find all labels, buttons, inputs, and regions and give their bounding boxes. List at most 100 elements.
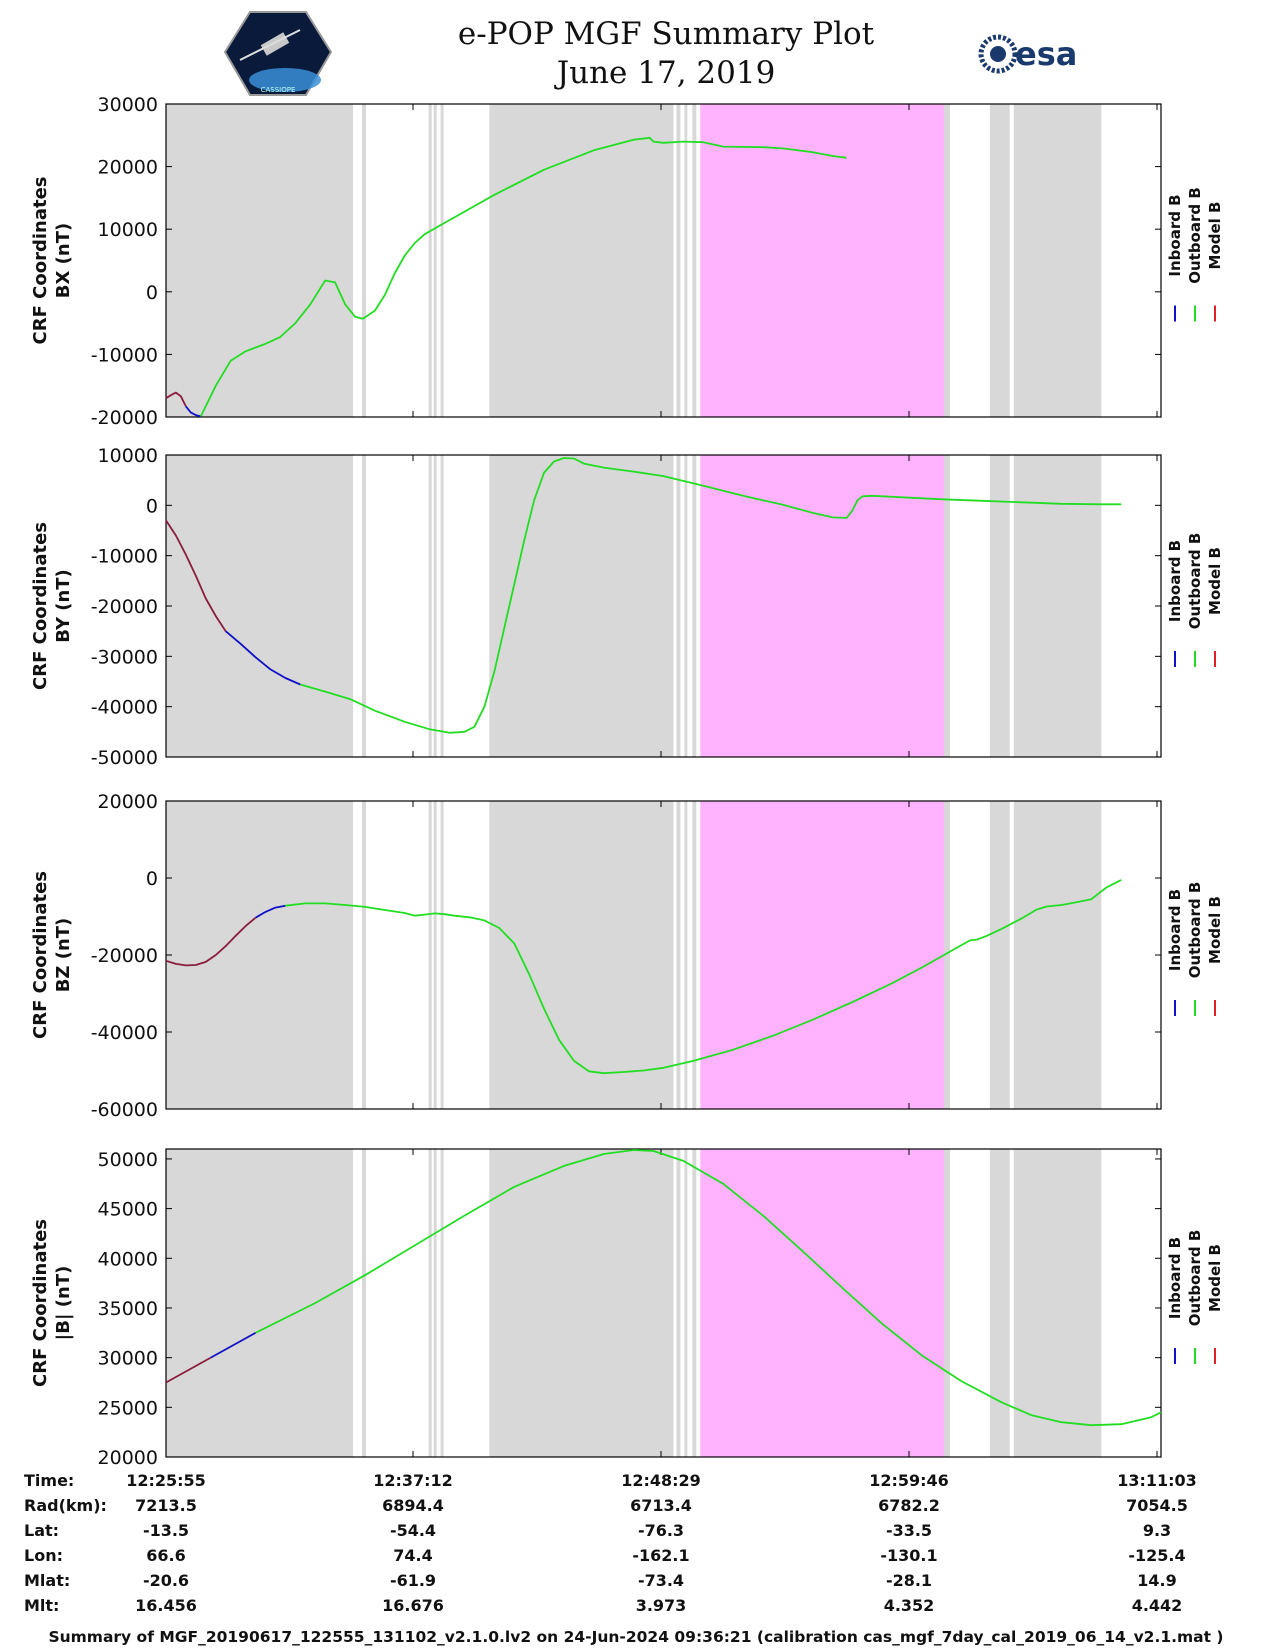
shade-grey <box>692 1149 697 1457</box>
y-tick-label: -10000 <box>91 546 158 568</box>
legend-label: Inboard B <box>1166 540 1184 622</box>
series-inboard-b <box>225 630 301 686</box>
series-inboard-b <box>185 405 202 418</box>
shade-grey <box>489 801 494 1109</box>
cell-time: 12:48:29 <box>621 1471 701 1490</box>
shade-grey <box>489 104 494 417</box>
shade-grey <box>1013 455 1102 757</box>
y-tick-label: 0 <box>146 282 158 304</box>
series-outboard-b <box>255 1149 1162 1427</box>
cell-mlt: 16.456 <box>135 1596 197 1615</box>
shade-grey <box>440 455 444 757</box>
shade-grey <box>692 104 697 417</box>
esa-logo-text: esa <box>1015 35 1077 73</box>
panel-bz: -60000 -40000 -20000 0 20000 CRF Coordinates B… <box>30 791 1224 1121</box>
y-tick-label: -20000 <box>91 596 158 618</box>
axes-frame <box>165 1148 1162 1458</box>
legend-label: Outboard B <box>1186 533 1204 630</box>
shade-grey <box>433 1149 437 1457</box>
shade-pink <box>700 801 945 1109</box>
shade-pink <box>700 455 945 757</box>
row-label: Mlat: <box>24 1571 70 1590</box>
shade-grey <box>433 455 437 757</box>
shade-grey <box>362 1149 366 1457</box>
shade-grey <box>684 104 688 417</box>
cell-mlat: -61.9 <box>390 1571 436 1590</box>
cell-time: 12:25:55 <box>126 1471 206 1490</box>
cell-rad: 6713.4 <box>630 1496 692 1515</box>
header: CASSIOPE e-POP MGF Summary Plot June 17,… <box>223 11 1077 96</box>
legend-label: Model B <box>1206 547 1224 615</box>
legend-label: Model B <box>1206 1244 1224 1312</box>
cell-mlat: -73.4 <box>638 1571 684 1590</box>
cell-rad: 6894.4 <box>382 1496 444 1515</box>
shade-grey <box>166 801 354 1109</box>
series-outboard-b <box>300 457 1122 734</box>
cassiope-logo: CASSIOPE <box>223 11 333 96</box>
cell-lon: 66.6 <box>146 1546 185 1565</box>
cell-mlat: -20.6 <box>143 1571 189 1590</box>
legend: Inboard B Outboard B Model B <box>1166 187 1224 322</box>
panel-bx: -20000 -10000 0 10000 20000 30000 CRF Coordina… <box>30 94 1224 429</box>
y-tick-label: 50000 <box>98 1149 158 1171</box>
shade-grey <box>989 1149 1010 1457</box>
cell-lon: -162.1 <box>632 1546 689 1565</box>
shade-grey <box>428 801 432 1109</box>
series-inboard-b <box>255 904 286 919</box>
shade-grey <box>428 455 432 757</box>
legend: Inboard B Outboard B Model B <box>1166 533 1224 667</box>
footer-caption: Summary of MGF_20190617_122555_131102_v2… <box>48 1628 1223 1646</box>
esa-logo: esa <box>978 34 1077 74</box>
series-inboard-b <box>210 1332 257 1359</box>
row-label: Time: <box>24 1471 74 1490</box>
cell-lon: -130.1 <box>880 1546 937 1565</box>
axes-frame <box>165 103 1162 418</box>
y-axis-label: CRF Coordinates <box>30 871 51 1039</box>
cell-mlat: -28.1 <box>886 1571 932 1590</box>
y-tick-label: 20000 <box>98 1447 158 1469</box>
y-tick-label: -50000 <box>91 747 158 769</box>
shade-grey <box>493 104 674 417</box>
y-tick-label: 30000 <box>98 94 158 116</box>
cassiope-logo-text: CASSIOPE <box>261 86 296 94</box>
cell-lat: 9.3 <box>1143 1521 1171 1540</box>
cell-lat: -33.5 <box>886 1521 932 1540</box>
shade-grey <box>166 104 354 417</box>
y-tick-label: 30000 <box>98 1348 158 1370</box>
row-label: Mlt: <box>24 1596 59 1615</box>
cell-mlt: 16.676 <box>382 1596 444 1615</box>
y-tick-label: 25000 <box>98 1397 158 1419</box>
shade-grey <box>166 1149 354 1457</box>
cell-lat: -54.4 <box>390 1521 436 1540</box>
row-label: Lat: <box>24 1521 59 1540</box>
shade-pink <box>700 104 945 417</box>
series-model-b <box>165 391 187 407</box>
y-tick-label: -40000 <box>91 697 158 719</box>
shade-grey <box>676 1149 681 1457</box>
cell-lat: -76.3 <box>638 1521 684 1540</box>
cell-mlt: 3.973 <box>636 1596 687 1615</box>
y-tick-label: 40000 <box>98 1248 158 1270</box>
y-tick-label: -20000 <box>91 407 158 429</box>
shade-grey <box>989 455 1010 757</box>
legend-label: Outboard B <box>1186 1230 1204 1327</box>
legend-label: Outboard B <box>1186 187 1204 284</box>
panel-btotal: 20000 25000 30000 35000 40000 45000 50000 CRF C… <box>30 1148 1224 1469</box>
shade-grey <box>489 1149 494 1457</box>
y-tick-label: 20000 <box>98 791 158 813</box>
plot-title: e-POP MGF Summary Plot <box>458 16 875 52</box>
cell-mlat: 14.9 <box>1137 1571 1176 1590</box>
cell-rad: 7213.5 <box>135 1496 197 1515</box>
shade-grey <box>1013 801 1102 1109</box>
shade-grey <box>493 455 674 757</box>
shade-grey <box>489 455 494 757</box>
shade-grey <box>362 801 366 1109</box>
shade-grey <box>684 801 688 1109</box>
y-axis-label: CRF Coordinates <box>30 1219 51 1387</box>
cell-mlt: 4.442 <box>1132 1596 1183 1615</box>
y-tick-label: -30000 <box>91 646 158 668</box>
series-outboard-b <box>199 136 847 417</box>
shade-pink <box>700 1149 945 1457</box>
shade-grey <box>989 104 1010 417</box>
